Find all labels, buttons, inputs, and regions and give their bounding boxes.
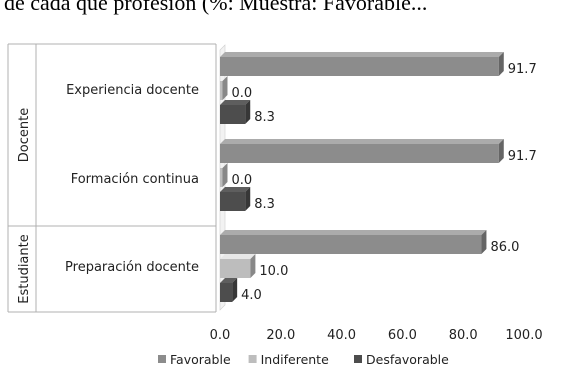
bar-side <box>222 163 228 187</box>
legend-swatch-favorable <box>158 355 166 363</box>
bar-indiferente <box>220 259 251 278</box>
data-label: 0.0 <box>232 173 253 188</box>
bar-side <box>250 254 256 278</box>
category-label: Formación continua <box>71 172 199 187</box>
x-tick-label: 80.0 <box>449 328 478 343</box>
data-label: 0.0 <box>232 86 253 101</box>
caption-fragment: de cada que profesión (%: Muestra: Favor… <box>0 0 584 18</box>
bar-side <box>481 230 487 254</box>
legend-swatch-desfavorable <box>354 355 362 363</box>
bar-side <box>498 139 504 163</box>
bar-top <box>220 139 504 144</box>
x-tick-label: 100.0 <box>505 328 542 343</box>
bar-top <box>220 254 256 259</box>
bar-desfavorable <box>220 105 246 124</box>
bar-side <box>245 100 251 124</box>
bar-favorable <box>220 57 499 76</box>
data-label: 91.7 <box>508 62 537 77</box>
bar-top <box>220 100 251 105</box>
bar-top <box>220 278 238 283</box>
data-label: 8.3 <box>254 197 275 212</box>
bar-side <box>498 52 504 76</box>
group-label-estudiante: Estudiante <box>17 234 32 304</box>
category-label: Experiencia docente <box>66 83 199 98</box>
x-tick-label: 40.0 <box>327 328 356 343</box>
bar-favorable <box>220 144 499 163</box>
data-label: 86.0 <box>490 240 519 255</box>
data-label: 10.0 <box>259 264 288 279</box>
x-tick-label: 60.0 <box>388 328 417 343</box>
x-tick-label: 20.0 <box>266 328 295 343</box>
caption-text: de cada que profesión (%: Muestra: Favor… <box>4 0 428 15</box>
bar-top <box>220 187 251 192</box>
legend-swatch-indiferente <box>248 355 257 363</box>
legend-entry-desfavorable: Desfavorable <box>366 352 449 367</box>
bar-indiferente <box>220 168 223 187</box>
bar-favorable <box>220 235 482 254</box>
data-label: 91.7 <box>508 149 537 164</box>
bar-top <box>220 52 504 57</box>
bar-side <box>222 76 228 100</box>
x-tick-label: 0.0 <box>210 328 231 343</box>
bar-top <box>220 230 487 235</box>
bar-indiferente <box>220 81 223 100</box>
legend-entry-favorable: Favorable <box>170 352 231 367</box>
legend-entry-indiferente: Indiferente <box>261 352 329 367</box>
data-label: 8.3 <box>254 110 275 125</box>
data-label: 4.0 <box>241 288 262 303</box>
group-label-docente: Docente <box>17 108 32 162</box>
bar-desfavorable <box>220 283 233 302</box>
bar-side <box>232 278 238 302</box>
category-label: Preparación docente <box>65 260 199 275</box>
bar-side <box>245 187 251 211</box>
bar-desfavorable <box>220 192 246 211</box>
